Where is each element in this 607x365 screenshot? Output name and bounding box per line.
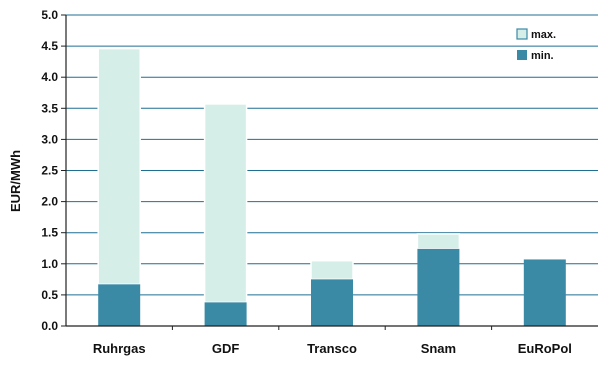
y-tick-label: 2.0 [41, 195, 58, 209]
y-tick-label: 3.5 [41, 101, 58, 115]
y-tick-label: 0.0 [41, 319, 58, 333]
bar-min-snam [417, 248, 460, 326]
bar-max-ruhrgas [97, 47, 141, 286]
bars-layer [97, 47, 566, 330]
bar-max-snam [416, 233, 461, 250]
bar-min-ruhrgas [98, 284, 141, 326]
y-tick-label: 0.5 [41, 288, 58, 302]
bar-min-europol [523, 259, 566, 326]
y-axis-label: EUR/MWh [8, 150, 23, 212]
y-tick-label: 3.0 [41, 132, 58, 146]
y-tick-label: 5.0 [41, 8, 58, 22]
legend-label-max: max. [531, 29, 556, 41]
y-tick-label: 4.5 [41, 39, 58, 53]
legend-swatch-min [517, 50, 527, 60]
x-tick-label: EuRoPol [518, 341, 572, 356]
x-tick-label: Snam [421, 341, 456, 356]
y-tick-label: 4.0 [41, 70, 58, 84]
x-tick-labels: Ruhrgas GDF Transco Snam EuRoPol [93, 341, 572, 356]
legend-label-min: min. [531, 50, 554, 62]
axis-layer [65, 15, 598, 327]
x-tick-label: Ruhrgas [93, 341, 146, 356]
x-tick-label: Transco [307, 341, 357, 356]
y-tick-labels: 0.0 0.5 1.0 1.5 2.0 2.5 3.0 3.5 4.0 4.5 5.0 [41, 8, 58, 333]
bar-max-transco [310, 259, 354, 281]
bar-min-transco [311, 279, 353, 326]
y-tick-label: 1.5 [41, 226, 58, 240]
legend-swatch-max [516, 28, 528, 40]
grid-layer [61, 14, 598, 327]
bar-max-gdf [203, 103, 248, 304]
legend: max. min. [516, 28, 556, 62]
y-tick-label: 1.0 [41, 257, 58, 271]
bar-min-gdf [204, 302, 247, 326]
y-tick-label: 2.5 [41, 164, 58, 178]
x-tick-label: GDF [212, 341, 240, 356]
